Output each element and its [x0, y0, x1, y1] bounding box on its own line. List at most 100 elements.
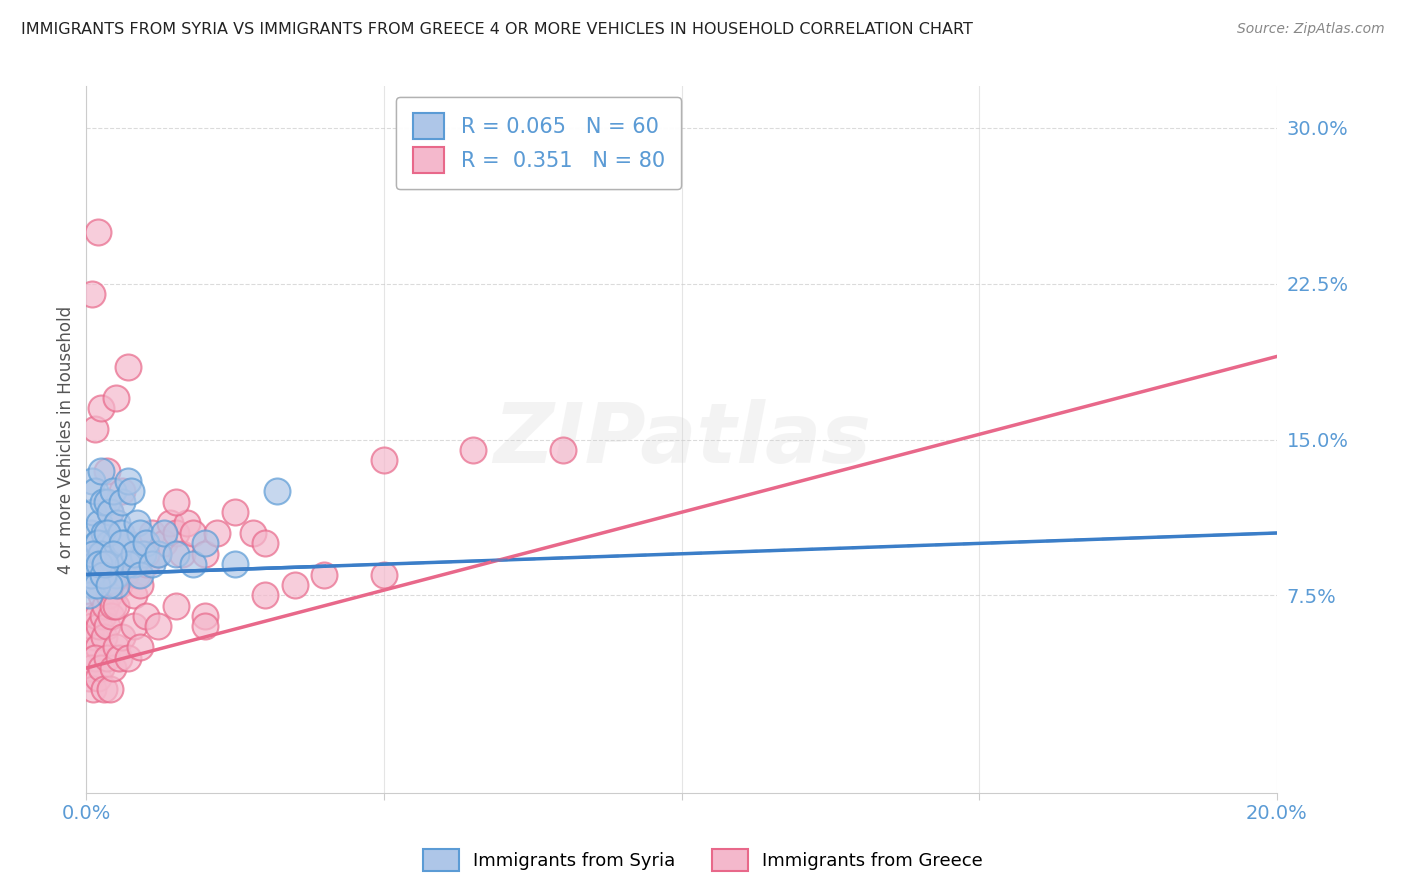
Point [141, 526, 163, 541]
Point [105, 567, 128, 582]
Point [176, 516, 198, 530]
Point [224, 505, 246, 519]
Point [93, 526, 115, 541]
Point [165, 495, 187, 509]
Point [128, 578, 150, 592]
Point [96, 650, 118, 665]
Point [253, 588, 276, 602]
Point [82, 650, 104, 665]
Point [128, 640, 150, 655]
Point [90, 588, 112, 602]
Point [84, 484, 107, 499]
Point [551, 442, 574, 457]
Point [224, 557, 246, 571]
Point [165, 547, 187, 561]
Point [94, 599, 117, 613]
Point [82, 474, 104, 488]
Point [146, 547, 169, 561]
Point [87, 672, 110, 686]
Point [82, 505, 104, 519]
Point [100, 547, 122, 561]
Point [183, 526, 205, 541]
Point [93, 681, 115, 696]
Point [122, 547, 145, 561]
Point [77, 609, 100, 624]
Point [122, 588, 145, 602]
Point [284, 578, 307, 592]
Point [132, 547, 155, 561]
Point [194, 536, 217, 550]
Point [101, 547, 124, 561]
Point [135, 547, 157, 561]
Point [86, 609, 108, 624]
Point [253, 536, 276, 550]
Point [82, 287, 104, 301]
Point [120, 547, 142, 561]
Point [94, 557, 117, 571]
Point [96, 464, 118, 478]
Point [117, 359, 139, 374]
Point [135, 536, 157, 550]
Point [97, 536, 120, 550]
Point [80, 630, 103, 644]
Point [101, 484, 124, 499]
Point [97, 578, 120, 592]
Point [159, 516, 181, 530]
Text: IMMIGRANTS FROM SYRIA VS IMMIGRANTS FROM GREECE 4 OR MORE VEHICLES IN HOUSEHOLD : IMMIGRANTS FROM SYRIA VS IMMIGRANTS FROM… [21, 22, 973, 37]
Point [89, 557, 111, 571]
Point [105, 516, 128, 530]
Point [108, 547, 131, 561]
Point [101, 661, 124, 675]
Point [152, 536, 174, 550]
Point [96, 619, 118, 633]
Point [91, 495, 114, 509]
Point [77, 672, 100, 686]
Point [84, 650, 107, 665]
Point [111, 630, 134, 644]
Point [80, 661, 103, 675]
Point [98, 557, 121, 571]
Point [183, 557, 205, 571]
Point [194, 619, 217, 633]
Point [89, 516, 111, 530]
Point [111, 557, 134, 571]
Point [89, 619, 111, 633]
Point [96, 526, 118, 541]
Point [84, 557, 107, 571]
Point [87, 225, 110, 239]
Point [104, 536, 127, 550]
Point [82, 681, 104, 696]
Point [194, 609, 217, 624]
Point [90, 661, 112, 675]
Point [110, 526, 132, 541]
Point [87, 536, 110, 550]
Point [101, 599, 124, 613]
Legend: R = 0.065   N = 60, R =  0.351   N = 80: R = 0.065 N = 60, R = 0.351 N = 80 [396, 96, 682, 189]
Point [108, 650, 131, 665]
Point [117, 557, 139, 571]
Point [100, 609, 122, 624]
Point [141, 557, 163, 571]
Point [93, 567, 115, 582]
Point [90, 464, 112, 478]
Point [114, 567, 136, 582]
Text: Source: ZipAtlas.com: Source: ZipAtlas.com [1237, 22, 1385, 37]
Legend: Immigrants from Syria, Immigrants from Greece: Immigrants from Syria, Immigrants from G… [416, 842, 990, 879]
Point [82, 547, 104, 561]
Point [84, 630, 107, 644]
Point [80, 567, 103, 582]
Point [266, 484, 288, 499]
Point [207, 526, 229, 541]
Point [80, 526, 103, 541]
Point [77, 547, 100, 561]
Point [96, 495, 118, 509]
Point [105, 578, 128, 592]
Point [105, 599, 128, 613]
Point [373, 453, 395, 467]
Point [463, 442, 485, 457]
Point [98, 578, 121, 592]
Point [98, 505, 121, 519]
Point [114, 536, 136, 550]
Point [373, 567, 395, 582]
Point [128, 567, 150, 582]
